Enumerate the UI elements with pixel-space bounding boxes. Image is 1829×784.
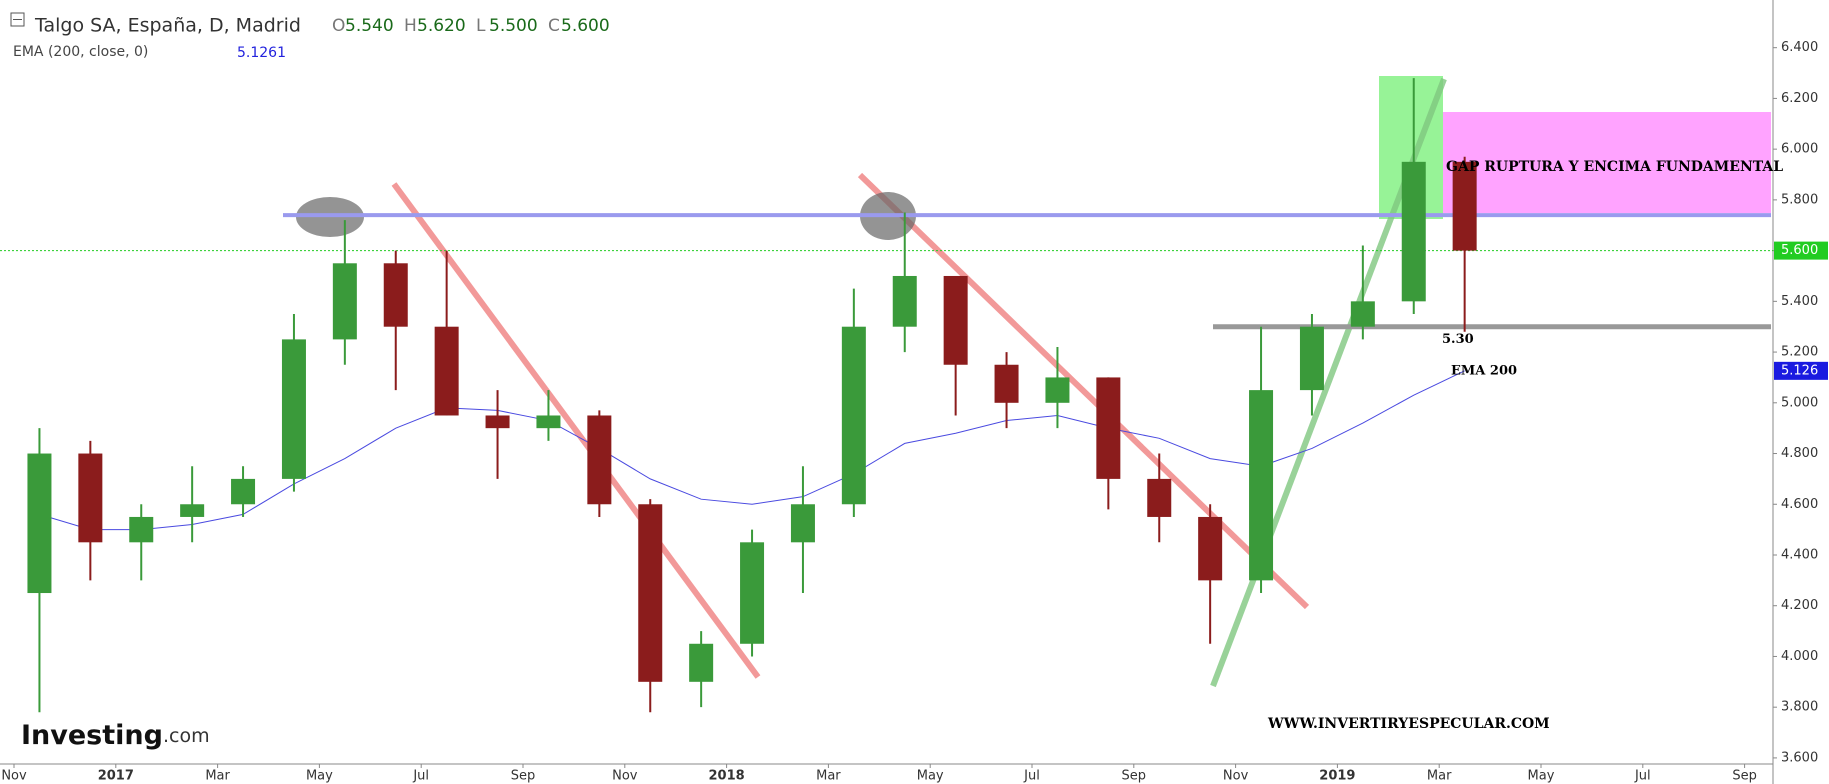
candle-body (1299, 326, 1324, 391)
y-tick-label: 3.600 (1781, 750, 1818, 765)
candle-body (536, 415, 561, 429)
candle-body (638, 504, 663, 682)
ema-annotation: EMA 200 (1451, 364, 1517, 379)
ohlc-key: O (332, 16, 345, 36)
x-tick-label: Sep (1732, 769, 1757, 784)
trend-line (857, 172, 1310, 610)
logo-main: Investing (21, 720, 163, 751)
y-tick-label: 4.200 (1781, 598, 1818, 613)
y-tick-label: 4.800 (1781, 446, 1818, 461)
y-tick-label: 6.400 (1781, 40, 1818, 55)
y-tick-label: 6.200 (1781, 91, 1818, 106)
logo-suffix: .com (163, 725, 210, 747)
candle-body (943, 275, 968, 365)
y-tick-label: 5.000 (1781, 395, 1818, 410)
logo: Investing.com (21, 720, 210, 751)
ohlc-value: 5.500 (489, 16, 538, 36)
y-tick-label: 4.600 (1781, 497, 1818, 512)
y-tick-label: 5.200 (1781, 345, 1818, 360)
candle-body (1147, 478, 1172, 517)
trend-line (391, 182, 761, 679)
candle-body (434, 326, 459, 416)
x-tick-label: Jul (1634, 769, 1651, 784)
y-tick-label: 5.800 (1781, 192, 1818, 207)
x-tick-label: Sep (511, 769, 536, 784)
candle-body (27, 453, 52, 594)
candle-body (689, 643, 714, 682)
candle-body (994, 364, 1019, 403)
indicator-value: 5.1261 (237, 45, 286, 61)
x-tick-label: Jul (412, 769, 429, 784)
x-tick-label: May (1528, 769, 1555, 784)
symbol-title: Talgo SA, España, D, Madrid (34, 15, 301, 37)
x-tick-label: May (917, 769, 944, 784)
x-tick-label: 2018 (709, 769, 745, 784)
x-tick-label: Jul (1023, 769, 1040, 784)
candle-body (892, 275, 917, 327)
x-tick-label: Sep (1122, 769, 1147, 784)
candle-body (587, 415, 612, 505)
candle-body (129, 516, 154, 543)
x-tick-label: Nov (1223, 769, 1249, 784)
annotation: GAP RUPTURA Y ENCIMA FUNDAMENTAL (1446, 159, 1783, 175)
price-label: 5.126 (1781, 363, 1818, 378)
level-label: 5.30 (1442, 332, 1474, 347)
y-tick-label: 5.400 (1781, 294, 1818, 309)
price-label-box (1774, 361, 1828, 380)
candle-body (790, 504, 815, 543)
ohlc-value: 5.600 (561, 16, 610, 36)
price-label-box (1774, 241, 1828, 260)
candle-body (180, 504, 205, 517)
plot: 3.600 3.800 4.000 4.200 4.400 4.600 4.800 5.000… (0, 40, 1828, 784)
y-tick-label: 3.800 (1781, 700, 1818, 715)
candle-body (383, 263, 408, 327)
y-tick-label: 4.400 (1781, 547, 1818, 562)
candle-body (485, 415, 510, 429)
x-tick-label: 2017 (98, 769, 134, 784)
candle-body (78, 453, 103, 543)
candle-body (231, 478, 256, 505)
indicator-name: EMA (200, close, 0) (13, 44, 148, 60)
candle-body (1096, 377, 1121, 479)
candle-body (1045, 377, 1070, 403)
y-tick-label: 6.000 (1781, 142, 1818, 157)
collapse-icon[interactable] (10, 12, 25, 27)
candle-body (1249, 390, 1274, 581)
ohlc-value: 5.620 (417, 16, 466, 36)
y-tick-label: 4.000 (1781, 649, 1818, 664)
x-tick-label: Mar (205, 769, 230, 784)
x-tick-label: Mar (816, 769, 841, 784)
x-tick-label: Mar (1427, 769, 1452, 784)
x-tick-label: Nov (1, 769, 27, 784)
x-tick-label: Nov (612, 769, 638, 784)
candle-body (1401, 161, 1426, 302)
candle-body (332, 263, 357, 340)
ohlc-value: 5.540 (345, 16, 394, 36)
ema-line (39, 370, 1465, 531)
ohlc-key: H (404, 16, 417, 36)
candle-body (841, 326, 866, 505)
price-label: 5.600 (1781, 243, 1818, 258)
candle-body (1198, 516, 1223, 581)
candle-body (1452, 161, 1477, 251)
gap-box (1443, 112, 1771, 213)
candle-body (281, 339, 306, 479)
candle-body (740, 542, 765, 644)
ohlc-key: C (548, 16, 560, 36)
candle-body (1350, 301, 1375, 327)
ohlc-key: L (476, 16, 486, 36)
annotation: WWW.INVERTIRYESPECULAR.COM (1267, 716, 1550, 732)
x-tick-label: 2019 (1319, 769, 1355, 784)
x-tick-label: May (306, 769, 333, 784)
